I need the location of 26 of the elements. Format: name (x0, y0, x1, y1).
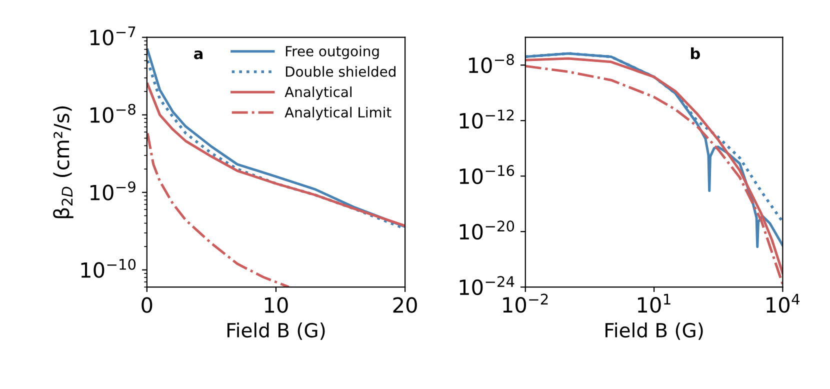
y-tick-label: 10$^{−12}$ (460, 110, 514, 129)
legend-label: Free outgoing (286, 46, 379, 60)
x-axis-title: Field B (G) (606, 322, 703, 340)
x-tick-label: 20 (393, 297, 417, 313)
legend-label: Analytical Limit (284, 106, 392, 120)
annotation: a (194, 50, 202, 60)
y-tick-label: 10$^{−7}$ (90, 26, 136, 46)
x-tick-label: 10$^{1}$ (638, 294, 670, 313)
x-tick-label: 10$^{4}$ (766, 294, 800, 313)
x-tick-label: 10$^{−2}$ (503, 294, 548, 313)
x-axis-title: Field B (G) (227, 322, 325, 340)
x-tick-label: 0 (142, 297, 152, 313)
legend-label: Double shielded (286, 66, 396, 77)
legend-label: Analytical (284, 86, 352, 100)
y-tick-label: 10$^{−8}$ (469, 54, 514, 74)
line-series (146, 82, 406, 228)
y-tick-label: 10$^{−8}$ (90, 104, 136, 123)
x-tick-label: 10 (265, 297, 288, 313)
line-series (146, 132, 290, 288)
y-tick-label: 10$^{−10}$ (81, 258, 136, 278)
y-tick-label: 10$^{−20}$ (460, 220, 514, 240)
y-axis-title: β$_{2D}$ (cm²/s) (53, 106, 74, 218)
y-tick-label: 10$^{−16}$ (460, 165, 514, 184)
y-tick-label: 10$^{−9}$ (90, 181, 136, 200)
annotation: b (691, 47, 700, 60)
y-tick-label: 10$^{−24}$ (460, 276, 514, 296)
